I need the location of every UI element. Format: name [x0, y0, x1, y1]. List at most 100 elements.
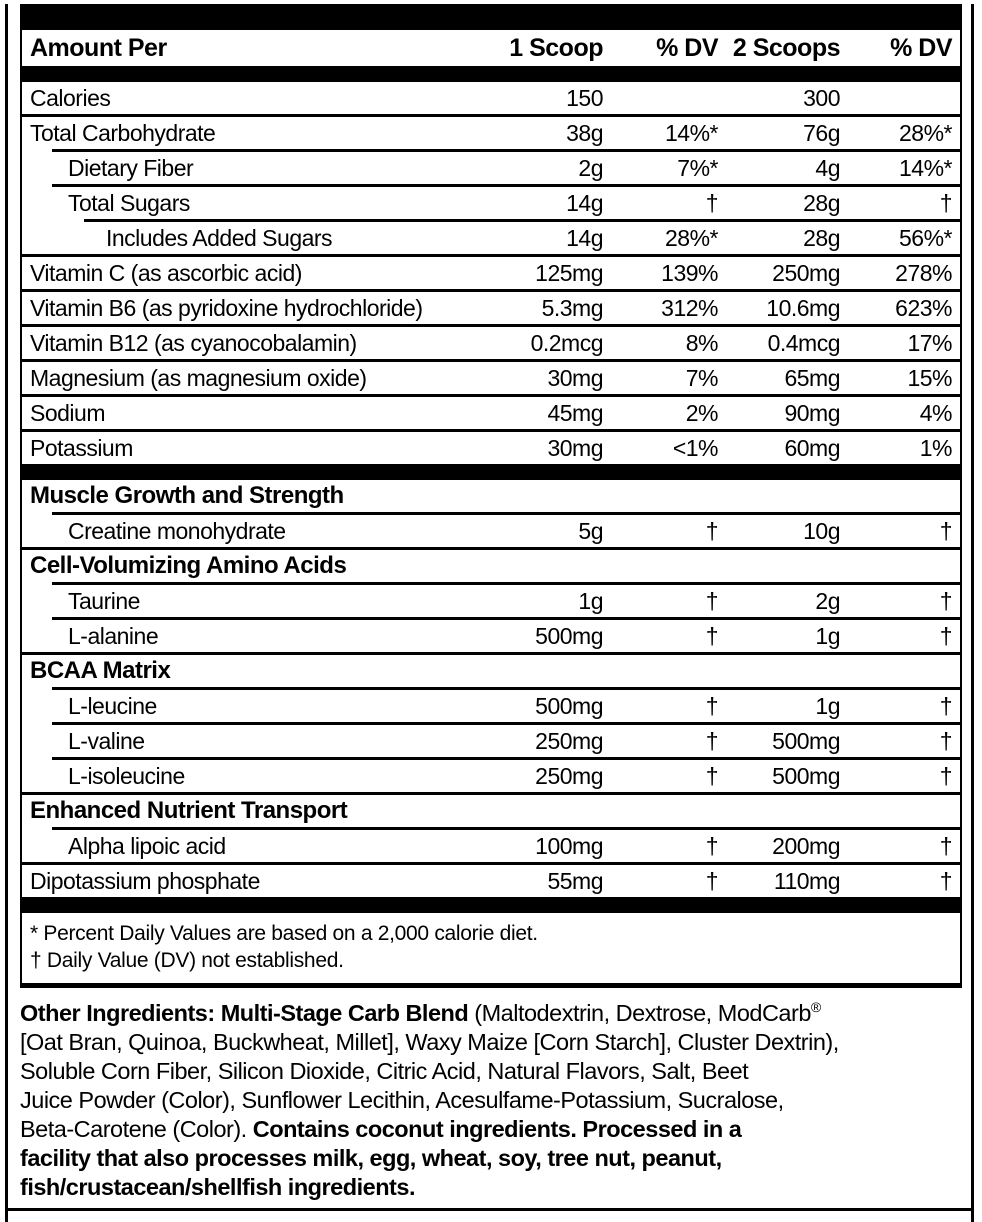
- table-row: Dietary Fiber 2g 7%* 4g 14%*: [22, 152, 960, 184]
- row-separator: [22, 114, 960, 117]
- amount-2-scoops: 65mg: [784, 364, 840, 391]
- dv-2-scoops: 4%: [919, 399, 953, 426]
- amount-2-scoops: 500mg: [772, 727, 840, 754]
- footnote-daily-values: * Percent Daily Values are based on a 2,…: [30, 922, 538, 945]
- label-left-edge: [5, 4, 8, 1222]
- row-label: Magnesium (as magnesium oxide): [30, 364, 367, 391]
- dv-1-scoop: 7%*: [677, 154, 718, 181]
- row-label: BCAA Matrix: [30, 657, 171, 684]
- row-separator: [52, 827, 960, 830]
- amount-1-scoop: 100mg: [535, 832, 603, 859]
- dv-2-scoops: 14%*: [899, 154, 952, 181]
- ingredients-bold-segment: facility that also processes milk, egg, …: [20, 1145, 722, 1171]
- amount-1-scoop: 30mg: [547, 434, 603, 461]
- dv-1-scoop: †: [705, 762, 719, 789]
- row-separator: [52, 582, 960, 585]
- row-label: Muscle Growth and Strength: [30, 482, 344, 509]
- dv-1-scoop: †: [705, 587, 719, 614]
- table-row: L-alanine 500mg † 1g †: [22, 620, 960, 652]
- table-row: Vitamin B12 (as cyanocobalamin) 0.2mcg 8% 0…: [22, 327, 960, 359]
- amount-1-scoop: 250mg: [535, 727, 603, 754]
- column-header-row: Amount Per 1 Scoop % DV 2 Scoops % DV: [22, 30, 960, 66]
- dv-2-scoops: †: [939, 587, 953, 614]
- footnotes: * Percent Daily Values are based on a 2,…: [22, 913, 960, 983]
- table-row: Dipotassium phosphate 55mg † 110mg †: [22, 865, 960, 897]
- row-separator: [22, 792, 960, 795]
- dv-2-scoops: †: [939, 727, 953, 754]
- supplement-facts-table: Amount Per 1 Scoop % DV 2 Scoops % DV Ca…: [20, 4, 962, 988]
- ingredients-line: Juice Powder (Color), Sunflower Lecithin…: [20, 1086, 962, 1115]
- label-right-edge: [971, 4, 974, 1222]
- amount-2-scoops: 4g: [815, 154, 840, 181]
- amount-2-scoops: 90mg: [784, 399, 840, 426]
- ingredients-line: Beta-Carotene (Color). Contains coconut …: [20, 1115, 962, 1144]
- row-label: Sodium: [30, 399, 105, 426]
- amount-1-scoop: 5g: [578, 517, 603, 544]
- header-dv-2: % DV: [890, 33, 952, 62]
- amount-2-scoops: 10.6mg: [766, 294, 840, 321]
- row-separator: [22, 862, 960, 865]
- row-label: Total Sugars: [68, 189, 190, 216]
- row-label: L-isoleucine: [68, 762, 185, 789]
- dv-2-scoops: †: [939, 867, 953, 894]
- table-row: Total Sugars 14g † 28g †: [22, 187, 960, 219]
- ingredients-line: [Oat Bran, Quinoa, Buckwheat, Millet], W…: [20, 1028, 962, 1057]
- dv-1-scoop: †: [705, 727, 719, 754]
- amount-1-scoop: 38g: [566, 119, 603, 146]
- dv-1-scoop: †: [705, 832, 719, 859]
- ingredients-segment: Juice Powder (Color), Sunflower Lecithin…: [20, 1087, 784, 1113]
- amount-1-scoop: 500mg: [535, 622, 603, 649]
- amount-2-scoops: 60mg: [784, 434, 840, 461]
- amount-1-scoop: 500mg: [535, 692, 603, 719]
- header-2-scoops: 2 Scoops: [732, 33, 841, 62]
- row-label: Total Carbohydrate: [30, 119, 216, 146]
- dv-2-scoops: 623%: [895, 294, 952, 321]
- row-separator: [22, 289, 960, 292]
- header-dv-1: % DV: [656, 33, 718, 62]
- amount-1-scoop: 125mg: [535, 259, 603, 286]
- amount-2-scoops: 300: [803, 84, 840, 111]
- amount-1-scoop: 30mg: [547, 364, 603, 391]
- row-separator: [22, 429, 960, 432]
- footnote-dv-not-established: † Daily Value (DV) not established.: [30, 949, 344, 972]
- row-separator: [22, 652, 960, 655]
- divider-bar: [22, 464, 960, 480]
- dv-2-scoops: †: [939, 692, 953, 719]
- ingredients-line: fish/crustacean/shellfish ingredients.: [20, 1173, 962, 1202]
- table-row: Vitamin C (as ascorbic acid) 125mg 139% 250…: [22, 257, 960, 289]
- dv-1-scoop: †: [705, 692, 719, 719]
- row-label: Calories: [30, 84, 111, 111]
- amount-2-scoops: 1g: [815, 692, 840, 719]
- row-label: Potassium: [30, 434, 133, 461]
- dv-1-scoop: 312%: [661, 294, 718, 321]
- dv-1-scoop: †: [705, 517, 719, 544]
- row-separator: [84, 219, 960, 222]
- table-row: Sodium 45mg 2% 90mg 4%: [22, 397, 960, 429]
- row-label: Dipotassium phosphate: [30, 867, 260, 894]
- dv-1-scoop: 7%: [685, 364, 719, 391]
- dv-1-scoop: 139%: [661, 259, 718, 286]
- table-row: L-leucine 500mg † 1g †: [22, 690, 960, 722]
- label-panel: Amount Per 1 Scoop % DV 2 Scoops % DV Ca…: [20, 4, 962, 1202]
- ingredients-bold-segment: Other Ingredients: Multi-Stage Carb Blen…: [20, 1000, 469, 1026]
- row-separator: [52, 687, 960, 690]
- nutrient-rows: Calories 150 300 Total Carbohydrate 38g 14%* 7…: [22, 82, 960, 913]
- amount-2-scoops: 0.4mcg: [767, 329, 841, 356]
- dv-2-scoops: 56%*: [899, 224, 952, 251]
- dv-2-scoops: †: [939, 762, 953, 789]
- ingredients-line: facility that also processes milk, egg, …: [20, 1144, 962, 1173]
- dv-1-scoop: 8%: [685, 329, 719, 356]
- divider-bar: [22, 66, 960, 82]
- row-separator: [52, 149, 960, 152]
- row-label: Alpha lipoic acid: [68, 832, 226, 859]
- amount-2-scoops: 200mg: [772, 832, 840, 859]
- amount-1-scoop: 1g: [578, 587, 603, 614]
- table-row: Calories 150 300: [22, 82, 960, 114]
- dv-2-scoops: 1%: [919, 434, 953, 461]
- row-separator: [22, 547, 960, 550]
- dv-1-scoop: †: [705, 867, 719, 894]
- dv-1-scoop: †: [705, 622, 719, 649]
- dv-1-scoop: <1%: [672, 434, 719, 461]
- amount-1-scoop: 55mg: [547, 867, 603, 894]
- row-label: L-alanine: [68, 622, 159, 649]
